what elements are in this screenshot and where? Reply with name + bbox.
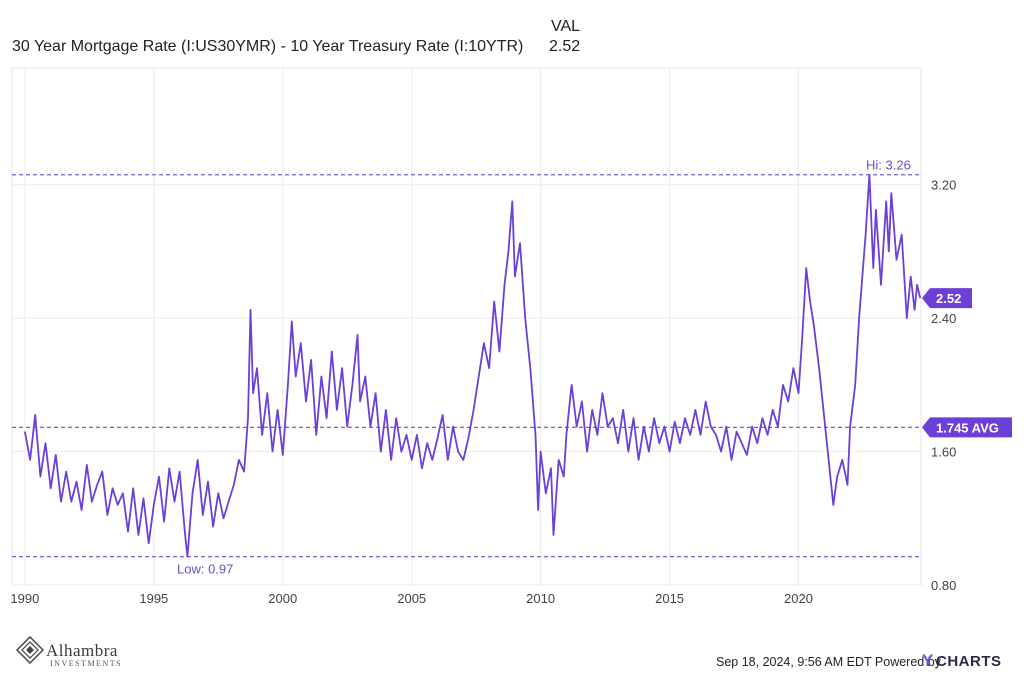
grid xyxy=(11,67,922,586)
last-value-tag-box xyxy=(922,288,972,309)
low-label: Low: 0.97 xyxy=(177,562,233,577)
x-tick-label: 1995 xyxy=(139,591,168,606)
footer-timestamp: Sep 18, 2024, 9:56 AM EDT Powered by xyxy=(716,655,941,669)
x-tick-label: 2020 xyxy=(784,591,813,606)
y-tick-label: 0.80 xyxy=(931,578,956,593)
x-tick-label: 2015 xyxy=(655,591,684,606)
plot-frame xyxy=(11,67,922,586)
ycharts-logo-y[interactable]: Y xyxy=(922,651,934,670)
series-line xyxy=(24,173,922,558)
avg-tag: 1.745 AVG xyxy=(922,417,1012,438)
legend-series-label: 30 Year Mortgage Rate (I:US30YMR) - 10 Y… xyxy=(12,38,524,55)
x-tick-label: 2000 xyxy=(268,591,297,606)
y-tick-label: 2.40 xyxy=(931,311,956,326)
ycharts-logo-text[interactable]: CHARTS xyxy=(936,653,1002,670)
last-value-tag: 2.52 xyxy=(922,288,972,309)
x-tick-label: 1990 xyxy=(10,591,39,606)
reference-lines xyxy=(12,174,921,558)
legend-column-header: VAL xyxy=(551,18,581,35)
legend-value: 2.52 xyxy=(549,38,581,55)
x-tick-label: 2010 xyxy=(526,591,555,606)
x-tick-label: 2005 xyxy=(397,591,426,606)
logo-subtitle: INVESTMENTS xyxy=(50,659,123,668)
hi-label: Hi: 3.26 xyxy=(866,158,911,173)
y-tick-label: 3.20 xyxy=(931,178,956,193)
avg-tag-box xyxy=(922,417,1012,438)
last-value-tag-text: 2.52 xyxy=(936,291,961,306)
chart-labels: 1990 1995 2000 2005 2010 2015 2020 0.80 1.60 2.40… xyxy=(10,158,1012,606)
logo-name: Alhambra xyxy=(46,641,118,660)
y-tick-label: 1.60 xyxy=(931,445,956,460)
avg-tag-text: 1.745 AVG xyxy=(936,420,999,435)
alhambra-logo-icon xyxy=(15,635,45,669)
